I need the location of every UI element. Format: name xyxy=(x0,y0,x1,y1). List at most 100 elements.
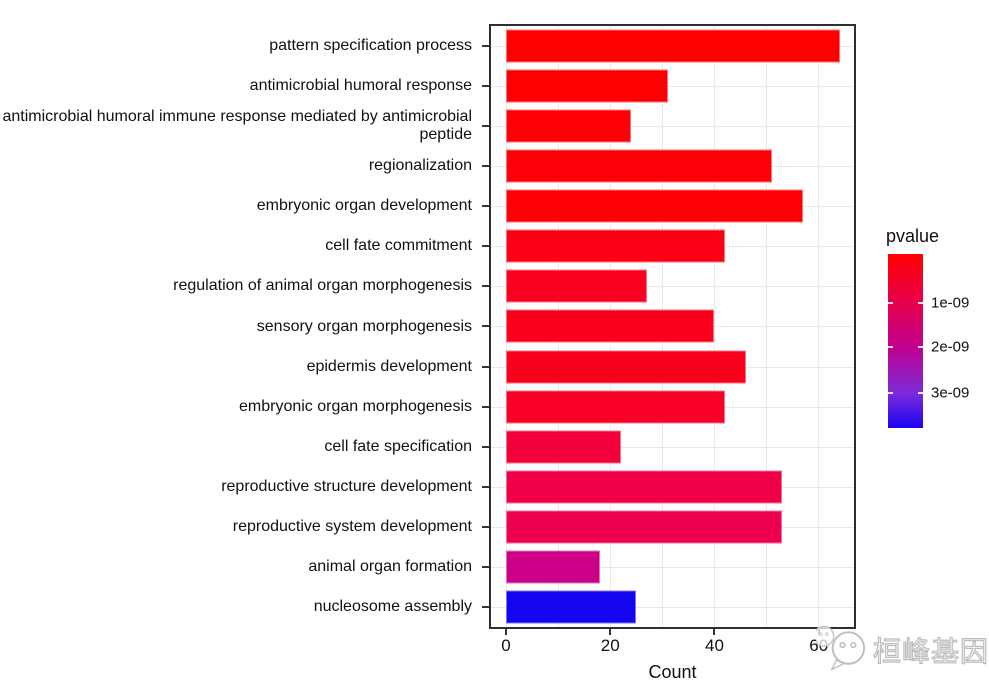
y-axis-label: regulation of animal organ morphogenesis xyxy=(173,277,472,295)
y-tick-row xyxy=(482,347,489,387)
y-tick-mark xyxy=(482,245,489,248)
legend-tick-mark xyxy=(888,392,893,395)
y-tick-mark xyxy=(482,405,489,408)
bar xyxy=(506,470,783,504)
y-axis-label: regionalization xyxy=(368,157,472,175)
y-tick-row xyxy=(482,186,489,226)
y-axis-label: cell fate commitment xyxy=(325,237,472,255)
y-tick-mark xyxy=(482,485,489,488)
legend-tick-mark xyxy=(918,346,923,349)
bar xyxy=(506,350,746,384)
y-tick-row xyxy=(482,467,489,507)
y-tick-row xyxy=(482,146,489,186)
bar-row xyxy=(491,587,854,627)
bar xyxy=(506,189,804,223)
bar xyxy=(506,390,725,424)
y-tick-mark xyxy=(482,525,489,528)
bar-row xyxy=(491,347,854,387)
y-axis-labels: pattern specification process antimicrobi… xyxy=(0,26,479,627)
bar xyxy=(506,269,647,303)
bar xyxy=(506,229,725,263)
x-axis-title: Count xyxy=(648,662,697,682)
bar-row xyxy=(491,306,854,346)
y-tick-row xyxy=(482,427,489,467)
y-tick-row xyxy=(482,106,489,146)
gridline-horizontal xyxy=(491,446,854,448)
gridline-horizontal xyxy=(491,126,854,128)
x-tick-mark xyxy=(713,629,716,635)
x-tick-label: 40 xyxy=(705,636,724,655)
y-tick-row xyxy=(482,387,489,427)
y-axis-ticks xyxy=(482,26,489,627)
bar xyxy=(506,109,632,143)
bar-row xyxy=(491,26,854,66)
legend-tick-label: 1e-09 xyxy=(931,294,970,312)
plot-panel xyxy=(489,24,856,629)
legend-tick-labels: 1e-09 2e-09 3e-09 xyxy=(931,254,989,428)
y-axis-label: embryonic organ morphogenesis xyxy=(238,397,472,415)
bar-row xyxy=(491,266,854,306)
gridline-horizontal xyxy=(491,286,854,288)
legend-tick-mark xyxy=(888,301,893,304)
bar xyxy=(506,510,783,544)
bar xyxy=(506,590,637,624)
legend-tick-mark xyxy=(888,346,893,349)
bar xyxy=(506,430,621,464)
y-tick-row xyxy=(482,26,489,66)
y-axis-label: antimicrobial humoral immune response me… xyxy=(2,108,472,144)
y-tick-mark xyxy=(482,85,489,88)
y-tick-row xyxy=(482,66,489,106)
legend-gradient-bar xyxy=(888,254,923,428)
y-tick-row xyxy=(482,306,489,346)
x-tick-mark xyxy=(609,629,612,635)
bar-row xyxy=(491,66,854,106)
y-tick-row xyxy=(482,507,489,547)
x-tick-mark xyxy=(505,629,507,635)
bar xyxy=(506,550,600,584)
bar-row xyxy=(491,186,854,226)
y-tick-row xyxy=(482,547,489,587)
y-axis-label: antimicrobial humoral response xyxy=(249,77,472,95)
y-axis-label: embryonic organ development xyxy=(256,197,472,215)
y-tick-mark xyxy=(482,365,489,368)
wechat-bubble-icon xyxy=(816,625,866,671)
y-tick-mark xyxy=(482,205,489,208)
y-tick-row xyxy=(482,266,489,306)
y-axis-label: epidermis development xyxy=(306,357,472,375)
y-tick-mark xyxy=(482,285,489,288)
y-tick-mark xyxy=(482,325,489,328)
y-tick-mark xyxy=(482,445,489,448)
bar xyxy=(506,69,668,103)
bar-row xyxy=(491,427,854,467)
y-tick-row xyxy=(482,587,489,627)
y-axis-label: reproductive structure development xyxy=(221,477,472,495)
y-tick-mark xyxy=(482,165,489,168)
bar-row xyxy=(491,467,854,507)
bar-row xyxy=(491,387,854,427)
watermark-text: 桓峰基因 xyxy=(872,635,989,667)
y-tick-mark xyxy=(482,45,489,48)
legend-tick-label: 2e-09 xyxy=(931,338,970,356)
bar-row xyxy=(491,106,854,146)
y-axis-label: animal organ formation xyxy=(308,557,472,575)
y-tick-row xyxy=(482,226,489,266)
bar-row xyxy=(491,226,854,266)
y-axis-label: cell fate specification xyxy=(324,437,472,455)
y-tick-mark xyxy=(482,125,489,128)
y-axis-label: reproductive system development xyxy=(232,517,472,535)
watermark: 桓峰基因 xyxy=(816,620,989,680)
legend-tick-label: 3e-09 xyxy=(931,384,970,402)
legend-title: pvalue xyxy=(886,226,940,246)
bar xyxy=(506,309,715,343)
y-axis-label: nucleosome assembly xyxy=(313,597,472,615)
bar xyxy=(506,149,772,183)
gridline-horizontal xyxy=(491,566,854,568)
legend-tick-mark xyxy=(918,301,923,304)
bar xyxy=(506,29,840,63)
y-tick-mark xyxy=(482,565,489,568)
gridline-horizontal xyxy=(491,86,854,88)
gridline-horizontal xyxy=(491,606,854,608)
bar-rows xyxy=(491,26,854,627)
y-tick-mark xyxy=(482,605,489,608)
